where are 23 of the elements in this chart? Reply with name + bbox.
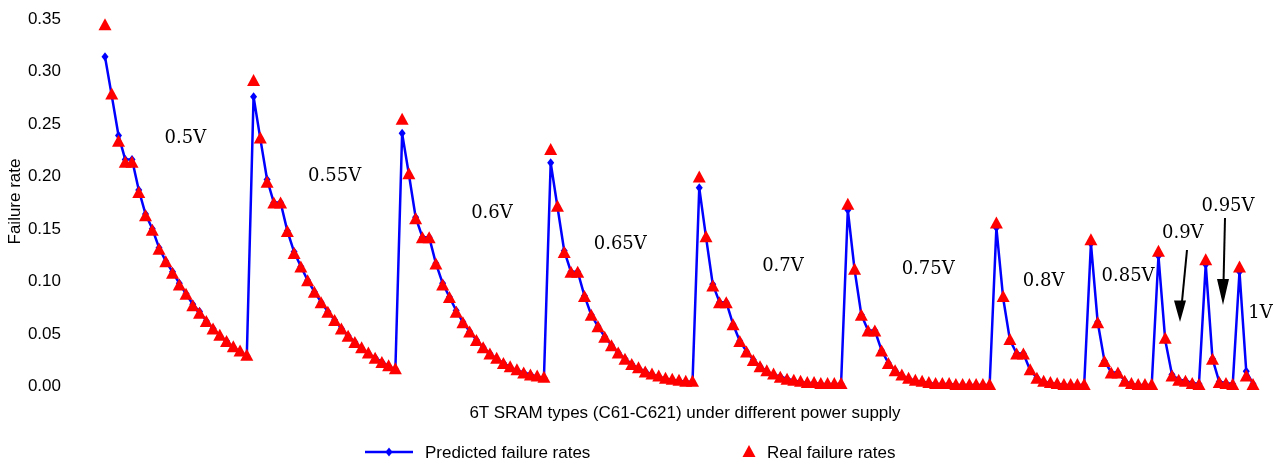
y-axis-title: Failure rate <box>5 158 24 245</box>
annotation: 0.95V <box>1201 194 1256 216</box>
y-tick-label: 0.15 <box>27 218 61 238</box>
y-tick-label: 0.30 <box>27 61 61 81</box>
y-tick-label: 0.20 <box>27 166 61 186</box>
legend-label: Predicted failure rates <box>425 442 591 462</box>
annotation: 0.75V <box>901 257 956 279</box>
annotation: 0.8V <box>1022 269 1066 291</box>
y-tick-label: 0.35 <box>27 8 61 28</box>
annotation: 0.5V <box>164 126 208 148</box>
annotation: 0.85V <box>1101 264 1156 286</box>
x-axis-title: 6T SRAM types (C61-C621) under different power supply <box>469 403 902 422</box>
annotation: 1V <box>1248 301 1274 323</box>
y-tick-label: 0.25 <box>27 113 61 133</box>
y-tick-label: 0.00 <box>27 375 61 395</box>
annotation: 0.9V <box>1161 221 1205 243</box>
annotation: 0.7V <box>762 254 805 276</box>
annotation: 0.65V <box>593 232 648 254</box>
y-tick-label: 0.10 <box>27 271 61 291</box>
annotation: 0.6V <box>471 201 514 223</box>
legend-label: Real failure rates <box>767 442 896 462</box>
annotation: 0.55V <box>308 164 363 186</box>
y-tick-label: 0.05 <box>27 323 61 343</box>
